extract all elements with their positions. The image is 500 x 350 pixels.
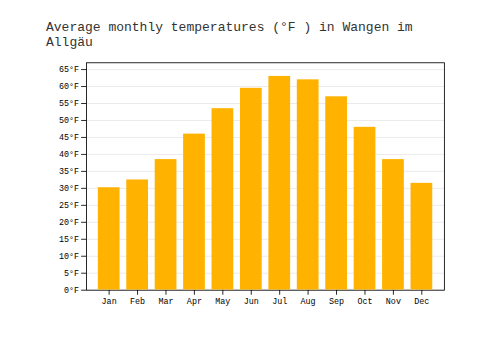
svg-text:35°F: 35°F <box>59 167 79 177</box>
svg-text:Feb: Feb <box>130 297 145 307</box>
svg-text:50°F: 50°F <box>59 116 79 126</box>
svg-text:Nov: Nov <box>386 297 401 307</box>
svg-text:Dec: Dec <box>414 297 429 307</box>
html-text:Average monthly temperatures (: Average monthly temperatures (°F ) in Wa… <box>46 20 413 50</box>
svg-text:Jan: Jan <box>102 297 117 307</box>
svg-text:Jun: Jun <box>244 297 259 307</box>
svg-text:25°F: 25°F <box>59 201 79 211</box>
svg-text:Jul: Jul <box>272 297 287 307</box>
svg-text:May: May <box>215 297 230 307</box>
svg-text:Aug: Aug <box>301 297 316 307</box>
svg-text:0°F: 0°F <box>64 286 79 296</box>
svg-text:65°F: 65°F <box>59 65 79 75</box>
svg-text:Sep: Sep <box>329 297 344 307</box>
svg-text:5°F: 5°F <box>64 269 79 279</box>
svg-text:15°F: 15°F <box>59 235 79 245</box>
svg-text:10°F: 10°F <box>59 252 79 262</box>
svg-text:20°F: 20°F <box>59 218 79 228</box>
svg-text:Apr: Apr <box>187 297 202 307</box>
svg-text:30°F: 30°F <box>59 184 79 194</box>
svg-text:40°F: 40°F <box>59 150 79 160</box>
svg-text:Mar: Mar <box>158 297 173 307</box>
svg-text:55°F: 55°F <box>59 99 79 109</box>
svg-text:45°F: 45°F <box>59 133 79 143</box>
svg-text:Oct: Oct <box>357 297 372 307</box>
svg-text:60°F: 60°F <box>59 82 79 92</box>
